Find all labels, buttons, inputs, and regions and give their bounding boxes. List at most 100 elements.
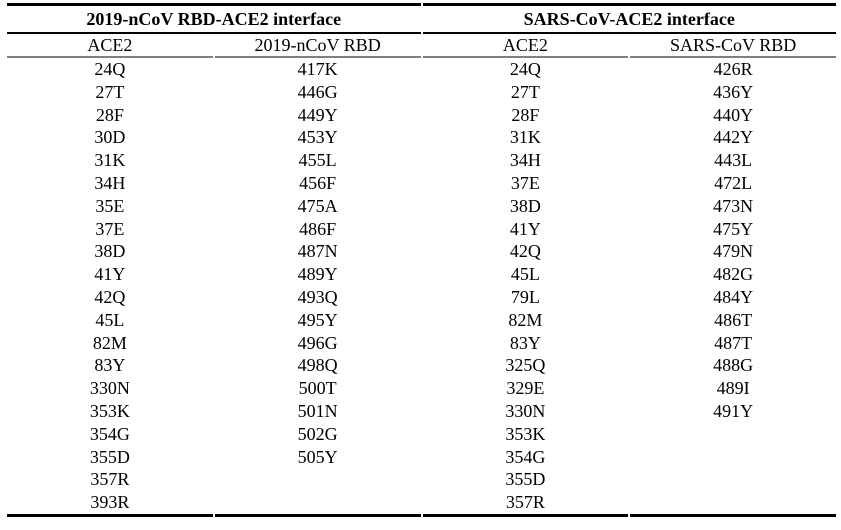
residue-cell: 475A xyxy=(297,195,338,216)
table-row: 354G 502G 353K xyxy=(7,423,836,446)
residue-cell xyxy=(215,468,421,491)
group-header-sars-interface: SARS-CoV-ACE2 interface xyxy=(422,3,836,34)
residue-cell: 487T xyxy=(714,332,753,353)
residue-cell: 357R xyxy=(90,469,130,490)
table-row: 393R 357R xyxy=(7,491,836,517)
residue-cell: 41Y xyxy=(94,264,126,285)
residue-cell: 453Y xyxy=(297,127,338,148)
residue-cell: 487N xyxy=(297,241,338,262)
residue-cell: 24Q xyxy=(509,59,541,79)
residue-cell: 354G xyxy=(505,446,546,467)
residue-cell: 496G xyxy=(297,332,338,353)
residue-cell: 488G xyxy=(713,355,754,376)
residue-cell: 27T xyxy=(95,81,125,102)
residue-cell: 417K xyxy=(297,59,338,79)
table-row: 38D 487N 42Q 479N xyxy=(7,240,836,263)
table-row: 330N 500T 329E 489I xyxy=(7,377,836,400)
residue-cell: 38D xyxy=(509,195,541,216)
column-header-ace2-ncov: ACE2 xyxy=(7,34,213,58)
residue-cell: 489I xyxy=(716,378,750,399)
residue-cell: 37E xyxy=(95,218,125,239)
residue-cell: 83Y xyxy=(509,332,541,353)
residue-cell: 357R xyxy=(422,491,629,517)
residue-cell: 498Q xyxy=(297,355,338,376)
residue-cell: 34H xyxy=(509,150,541,171)
residue-cell: 393R xyxy=(7,491,213,517)
table-row: 24Q 417K 24Q 426R xyxy=(7,58,836,81)
residue-cell: 489Y xyxy=(297,264,338,285)
residue-cell: 446G xyxy=(297,81,338,102)
residue-cell: 426R xyxy=(713,59,753,79)
residue-cell: 37E xyxy=(510,172,540,193)
column-header-row: ACE2 2019-nCoV RBD ACE2 SARS-CoV RBD xyxy=(7,34,836,58)
residue-cell: 31K xyxy=(94,150,126,171)
residue-cell: 354G xyxy=(89,423,130,444)
table-row: 357R 355D xyxy=(7,468,836,491)
residue-cell: 500T xyxy=(298,378,337,399)
table-row: 35E 475A 38D 473N xyxy=(7,195,836,218)
residue-cell: 28F xyxy=(511,104,540,125)
residue-cell: 484Y xyxy=(713,286,754,307)
table-row: 28F 449Y 28F 440Y xyxy=(7,104,836,127)
residue-cell xyxy=(630,446,836,469)
residue-cell: 30D xyxy=(94,127,126,148)
residue-cell xyxy=(630,491,836,517)
residue-cell: 28F xyxy=(95,104,124,125)
residue-cell: 456F xyxy=(299,172,337,193)
column-header-sars-rbd: SARS-CoV RBD xyxy=(630,34,836,58)
table-row: 31K 455L 34H 443L xyxy=(7,149,836,172)
table-row: 42Q 493Q 79L 484Y xyxy=(7,286,836,309)
column-header-ncov-rbd: 2019-nCoV RBD xyxy=(214,34,421,58)
table-header: 2019-nCoV RBD-ACE2 interface SARS-CoV-AC… xyxy=(7,3,836,58)
group-header-ncov-interface: 2019-nCoV RBD-ACE2 interface xyxy=(7,3,421,34)
residue-cell: 83Y xyxy=(94,355,126,376)
residue-cell: 45L xyxy=(95,309,125,330)
residue-cell: 501N xyxy=(297,400,338,421)
table-row: 83Y 498Q 325Q 488G xyxy=(7,354,836,377)
table-row: 27T 446G 27T 436Y xyxy=(7,81,836,104)
residue-cell: 24Q xyxy=(94,59,126,79)
residue-cell: 479N xyxy=(713,241,754,262)
residue-cell: 486F xyxy=(299,218,337,239)
group-header-row: 2019-nCoV RBD-ACE2 interface SARS-CoV-AC… xyxy=(7,3,836,34)
residue-cell xyxy=(630,423,836,446)
table-row: 355D 505Y 354G xyxy=(7,446,836,469)
table-row: 37E 486F 41Y 475Y xyxy=(7,218,836,241)
residue-cell: 436Y xyxy=(713,81,754,102)
residue-cell: 353K xyxy=(89,400,130,421)
residue-cell xyxy=(214,491,421,517)
residue-cell: 491Y xyxy=(713,400,754,421)
residue-cell: 79L xyxy=(510,286,540,307)
residue-cell: 355D xyxy=(505,469,546,490)
table-row: 34H 456F 37E 472L xyxy=(7,172,836,195)
residue-cell: 505Y xyxy=(297,446,338,467)
residue-cell: 502G xyxy=(297,423,338,444)
table-row: 41Y 489Y 45L 482G xyxy=(7,263,836,286)
residue-cell: 493Q xyxy=(297,286,338,307)
residue-cell: 27T xyxy=(510,81,540,102)
residue-cell: 475Y xyxy=(713,218,754,239)
residue-cell: 82M xyxy=(92,332,127,353)
residue-cell: 329E xyxy=(506,378,545,399)
residue-cell: 482G xyxy=(713,264,754,285)
table-row: 353K 501N 330N 491Y xyxy=(7,400,836,423)
residue-cell: 449Y xyxy=(297,104,338,125)
residue-cell: 42Q xyxy=(509,241,541,262)
residue-cell: 45L xyxy=(510,264,540,285)
residue-cell: 495Y xyxy=(297,309,338,330)
table-body: 24Q 417K 24Q 426R 27T 446G 27T 436Y 28F 449Y 28F 44… xyxy=(7,58,836,517)
residue-cell: 442Y xyxy=(713,127,754,148)
residue-cell: 330N xyxy=(505,400,546,421)
residue-cell: 486T xyxy=(714,309,753,330)
residue-cell: 31K xyxy=(509,127,541,148)
residue-cell: 34H xyxy=(94,172,126,193)
residue-cell: 41Y xyxy=(509,218,541,239)
residue-cell: 473N xyxy=(713,195,754,216)
table-row: 45L 495Y 82M 486T xyxy=(7,309,836,332)
residue-cell: 42Q xyxy=(94,286,126,307)
residue-cell: 325Q xyxy=(505,355,546,376)
residue-cell: 353K xyxy=(505,423,546,444)
residue-cell: 330N xyxy=(89,378,130,399)
residue-cell: 38D xyxy=(94,241,126,262)
